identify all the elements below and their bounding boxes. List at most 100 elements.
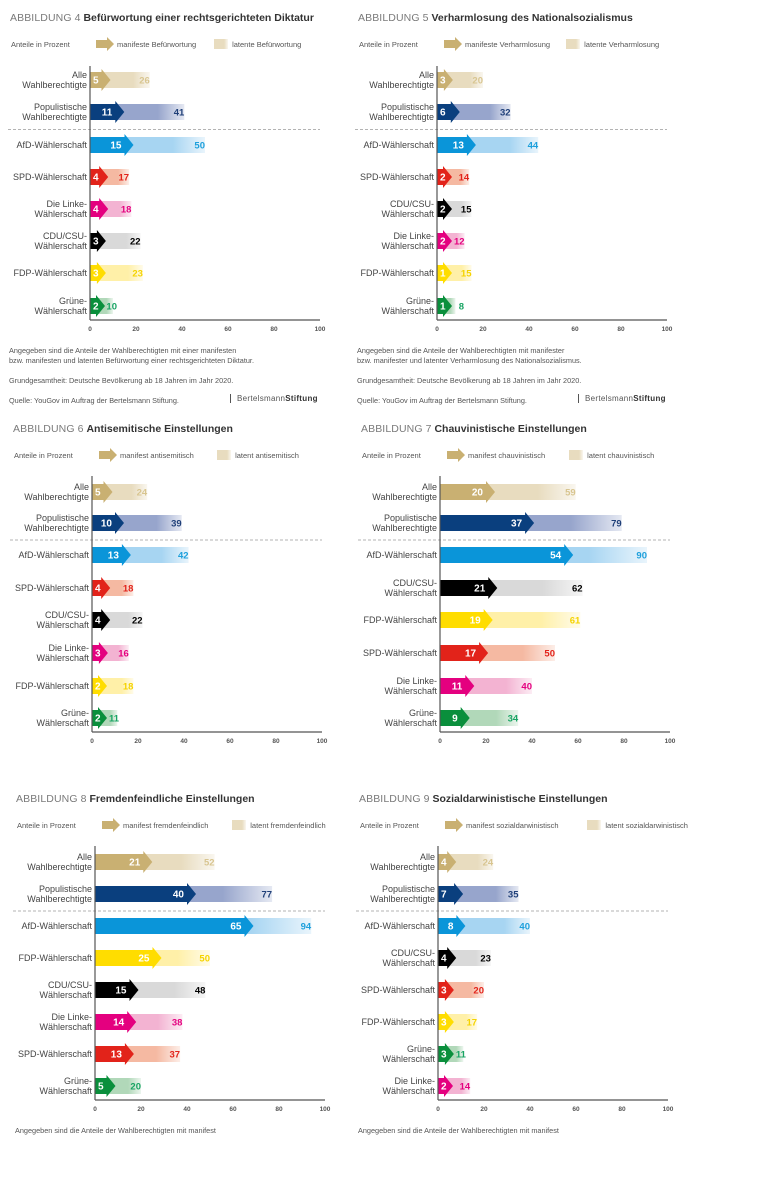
value-total: 34 — [508, 714, 519, 725]
bar-manifest-arrow — [437, 230, 452, 252]
x-tick-label: 100 — [315, 326, 326, 333]
bar-manifest-arrow — [437, 262, 452, 284]
value-manifest: 3 — [440, 76, 446, 87]
value-manifest: 19 — [470, 616, 482, 627]
category-label: Die Linke- Wählerschaft — [34, 199, 87, 220]
category-label-line: FDP-Wählerschaft — [363, 614, 437, 625]
bar-manifest-arrow — [438, 1011, 454, 1033]
category-label: Die Linke- Wählerschaft — [384, 676, 437, 697]
category-label-line: CDU/CSU- — [45, 609, 89, 620]
figure-number: ABBILDUNG 6 — [13, 423, 84, 435]
value-total: 41 — [174, 108, 185, 119]
bar-manifest-arrow — [438, 915, 466, 937]
category-label-line: CDU/CSU- — [393, 577, 437, 588]
figure-note-line: Angegeben sind die Anteile der Wahlberec… — [357, 346, 565, 355]
category-label: Alle Wahlberechtigte — [370, 852, 435, 873]
x-tick-label: 60 — [572, 1106, 580, 1113]
figure-heading: Befürwortung einer rechtsgerichteten Dik… — [83, 12, 314, 24]
category-label: AfD-Wählerschaft — [16, 140, 87, 151]
bar-manifest-arrow — [440, 609, 493, 631]
value-manifest: 20 — [472, 488, 484, 499]
category-label: SPD-Wählerschaft — [13, 172, 87, 183]
value-total: 79 — [611, 519, 622, 530]
category-label-line: Wahlberechtigte — [27, 862, 92, 872]
value-manifest: 8 — [448, 922, 454, 933]
population-note: Grundgesamtheit: Deutsche Bevölkerung ab… — [9, 376, 234, 385]
x-tick-label: 80 — [620, 738, 628, 745]
category-label-line: FDP-Wählerschaft — [13, 267, 87, 278]
value-manifest: 3 — [441, 986, 447, 997]
value-manifest: 7 — [441, 890, 447, 901]
legend-manifest-label: manifest chauvinistisch — [468, 451, 546, 460]
category-label-line: Wählerschaft — [384, 718, 437, 728]
category-label: FDP-Wählerschaft — [360, 268, 434, 279]
value-manifest: 65 — [230, 922, 242, 933]
value-manifest: 13 — [453, 141, 465, 152]
category-label-line: Wahlberechtigte — [372, 492, 437, 502]
bar-manifest-arrow — [438, 947, 457, 969]
chart-6: 4 24 7 35 8 40 4 23 3 20 3 17 3 11 2 14 0 20 40 60 80 100 — [356, 846, 674, 1113]
x-tick-label: 100 — [665, 738, 676, 745]
category-label: Die Linke- Wählerschaft — [382, 1076, 435, 1097]
bar-manifest-arrow — [95, 979, 139, 1001]
legend-latent-swatch — [566, 39, 581, 49]
figure-number: ABBILDUNG 7 — [361, 423, 432, 435]
legend-latent-swatch — [587, 820, 602, 830]
figure-note: Angegeben sind die Anteile der Wahlberec… — [15, 1126, 216, 1136]
value-manifest: 1 — [440, 302, 446, 313]
category-label: Populistische Wahlberechtigte — [24, 513, 89, 534]
x-tick-label: 80 — [618, 1106, 626, 1113]
x-tick-label: 60 — [571, 326, 579, 333]
x-tick-label: 20 — [132, 326, 140, 333]
x-tick-label: 100 — [662, 326, 673, 333]
unit-label: Anteile in Prozent — [360, 821, 419, 830]
bar-manifest-arrow — [437, 69, 453, 91]
category-label: FDP-Wählerschaft — [18, 953, 92, 964]
figure-number: ABBILDUNG 5 — [358, 12, 429, 24]
category-label-line: Die Linke- — [396, 675, 437, 686]
category-label-line: Wählerschaft — [36, 718, 89, 728]
value-total: 62 — [572, 584, 583, 595]
category-label-line: Wählerschaft — [34, 209, 87, 219]
x-tick-label: 0 — [93, 1106, 97, 1113]
figure-note-line: Angegeben sind die Anteile der Wahlberec… — [9, 346, 237, 355]
bar-manifest-arrow — [95, 883, 196, 905]
category-label-line: Grüne- — [58, 295, 87, 306]
x-tick-label: 40 — [528, 738, 536, 745]
category-label-line: Alle — [418, 69, 434, 80]
category-label-line: FDP-Wählerschaft — [361, 1016, 435, 1027]
value-manifest: 2 — [95, 714, 101, 725]
value-total: 39 — [171, 519, 182, 530]
value-manifest: 2 — [440, 237, 446, 248]
chart-4: 20 59 37 79 54 90 21 62 19 61 17 50 11 40 9 34 0 20 40 60 80… — [358, 476, 676, 745]
category-label-line: Wahlberechtigte — [370, 894, 435, 904]
category-label: Populistische Wahlberechtigte — [22, 102, 87, 123]
value-total: 32 — [500, 108, 511, 119]
category-label-line: Wählerschaft — [381, 209, 434, 219]
unit-label: Anteile in Prozent — [359, 40, 418, 49]
value-manifest: 2 — [93, 302, 99, 313]
value-manifest: 4 — [93, 205, 99, 216]
legend-latent-swatch — [214, 39, 229, 49]
chart-5: 21 52 40 77 65 94 25 50 15 48 14 38 13 37 5 20 0 20 40 60 80… — [13, 846, 331, 1113]
legend-manifest-label: manifest sozialdarwinistisch — [466, 821, 559, 830]
brand-bold: Stiftung — [285, 394, 318, 403]
legend-manifest-label: manifest antisemitisch — [120, 451, 194, 460]
category-label: AfD-Wählerschaft — [363, 140, 434, 151]
value-manifest: 4 — [93, 173, 99, 184]
bar-manifest-arrow — [90, 198, 109, 220]
category-label: Die Linke- Wählerschaft — [39, 1012, 92, 1033]
bar-manifest-arrow — [90, 295, 105, 317]
unit-label: Anteile in Prozent — [11, 40, 70, 49]
bar-manifest-arrow — [438, 851, 457, 873]
figure-heading: Fremdenfeindliche Einstellungen — [89, 793, 255, 805]
value-total: 37 — [170, 1050, 181, 1061]
category-label: SPD-Wählerschaft — [18, 1049, 92, 1060]
figure-heading: Antisemitische Einstellungen — [86, 423, 233, 435]
category-label: Alle Wahlberechtigte — [369, 70, 434, 91]
category-label-line: Wählerschaft — [384, 686, 437, 696]
figure-note-line: bzw. manifester und latenter Verharmlosu… — [357, 356, 582, 365]
value-total: 38 — [172, 1018, 183, 1029]
value-total: 11 — [456, 1050, 467, 1061]
